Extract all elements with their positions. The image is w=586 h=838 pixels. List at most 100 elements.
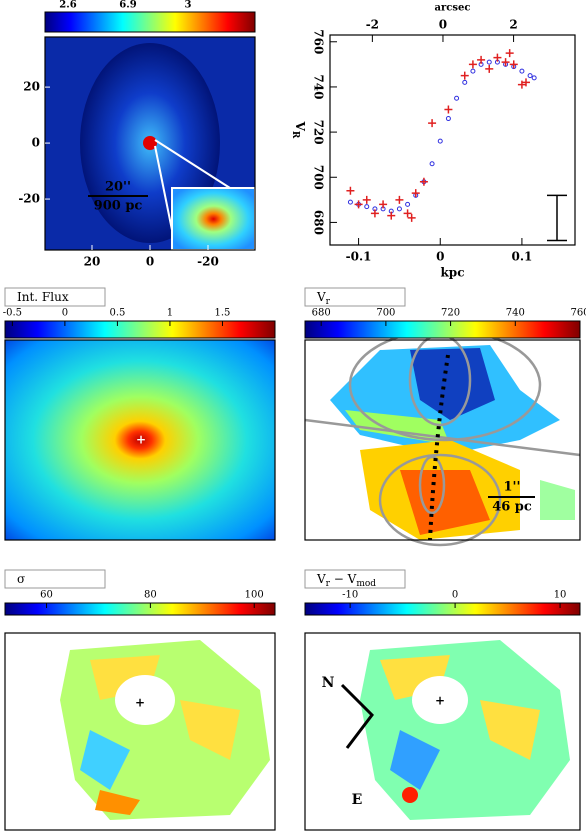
label-part: V	[316, 290, 326, 304]
point	[403, 209, 412, 218]
x2-label: arcsec	[435, 3, 471, 14]
dispersion-map: +	[60, 640, 270, 820]
frame	[329, 34, 576, 246]
colorbar	[304, 602, 581, 616]
inset	[171, 187, 256, 251]
flux-map	[5, 340, 275, 540]
x-label: kpc	[440, 266, 464, 280]
point	[517, 80, 526, 89]
x-tick-label: -20	[197, 255, 219, 269]
point	[395, 195, 404, 204]
label-box	[304, 569, 406, 589]
zoom-line	[154, 139, 231, 189]
svg-text:+: +	[135, 696, 145, 710]
point	[527, 73, 533, 79]
x2-tick-label: -2	[366, 18, 379, 32]
colorbar-label: 10	[554, 590, 567, 601]
point	[364, 204, 370, 210]
point	[505, 49, 514, 58]
point	[437, 138, 443, 144]
label-sub: r	[326, 297, 331, 307]
annotation: 1''	[503, 480, 520, 495]
colorbar-label: 700	[376, 308, 395, 319]
label-part: V	[316, 572, 326, 586]
label-part: Int. Flux	[17, 290, 69, 304]
x-tick-label: 20	[84, 255, 101, 269]
colorbar-label: 760	[570, 308, 586, 319]
colorbar-label: 1	[167, 308, 173, 319]
label-part: σ	[17, 572, 25, 586]
panel-label: Vr − Vmod	[316, 572, 376, 589]
panel-label: Vr	[316, 290, 331, 307]
point	[454, 95, 460, 101]
point	[460, 71, 469, 80]
annotation: E	[352, 792, 363, 808]
point	[405, 201, 411, 207]
error-scale	[547, 194, 567, 242]
point	[462, 79, 468, 85]
center-mark: +	[136, 433, 146, 447]
colorbar-label: 80	[144, 590, 157, 601]
colorbar-label: 0.5	[109, 308, 125, 319]
x-tick-label: 0	[436, 250, 444, 264]
point	[362, 195, 371, 204]
x-tick-label: 0.1	[511, 250, 532, 264]
colorbar-label: 0	[452, 590, 458, 601]
frame	[4, 632, 276, 831]
point	[354, 200, 363, 209]
colorbar-label: 680	[312, 308, 331, 319]
x-tick-label: -0.1	[346, 250, 372, 264]
y-label: VR	[291, 121, 308, 139]
y-label-sub: R	[291, 131, 301, 139]
label-box	[4, 287, 106, 307]
svg-text:+: +	[435, 694, 445, 708]
colorbar-label: 740	[506, 308, 525, 319]
zoom-line	[154, 145, 173, 231]
point	[411, 189, 420, 198]
x2-tick-label: 2	[509, 18, 517, 32]
panel-label: σ	[17, 572, 25, 586]
point	[522, 78, 530, 87]
colorbar-label: -0.5	[3, 308, 22, 319]
label-box	[304, 287, 406, 307]
panel-label: Int. Flux	[17, 290, 69, 304]
point	[428, 119, 437, 128]
frame	[304, 339, 581, 541]
point	[470, 68, 476, 74]
label-box	[4, 569, 106, 589]
label-sub: r	[326, 579, 331, 589]
point	[370, 209, 379, 218]
point	[347, 199, 353, 205]
point	[519, 68, 525, 74]
nucleus	[143, 136, 157, 150]
label-part: − V	[330, 572, 357, 586]
frame	[304, 632, 581, 831]
point	[501, 58, 510, 67]
colorbar-label: 2.6	[59, 0, 76, 11]
y-tick-label: 740	[312, 74, 326, 99]
colorbar	[44, 11, 256, 33]
point	[486, 59, 492, 65]
colorbar-label: 100	[245, 590, 264, 601]
y-tick-label: 680	[312, 210, 326, 235]
x2-tick-label: 0	[439, 18, 447, 32]
point	[531, 75, 537, 81]
colorbar-label: 0	[62, 308, 68, 319]
velocity-map	[304, 328, 581, 547]
colorbar	[4, 602, 276, 616]
point	[493, 53, 502, 62]
residual-map: +	[340, 640, 570, 820]
annotation: 46 pc	[492, 500, 532, 515]
x-tick-label: 0	[146, 255, 154, 269]
colorbar-label: 3	[185, 0, 192, 11]
point	[468, 60, 477, 69]
y-tick-label: 0	[32, 136, 40, 150]
point	[346, 186, 355, 195]
point	[429, 161, 435, 167]
point	[477, 55, 486, 64]
point	[407, 213, 416, 222]
point	[445, 116, 451, 122]
point	[379, 200, 388, 209]
colorbar-label: 720	[441, 308, 460, 319]
